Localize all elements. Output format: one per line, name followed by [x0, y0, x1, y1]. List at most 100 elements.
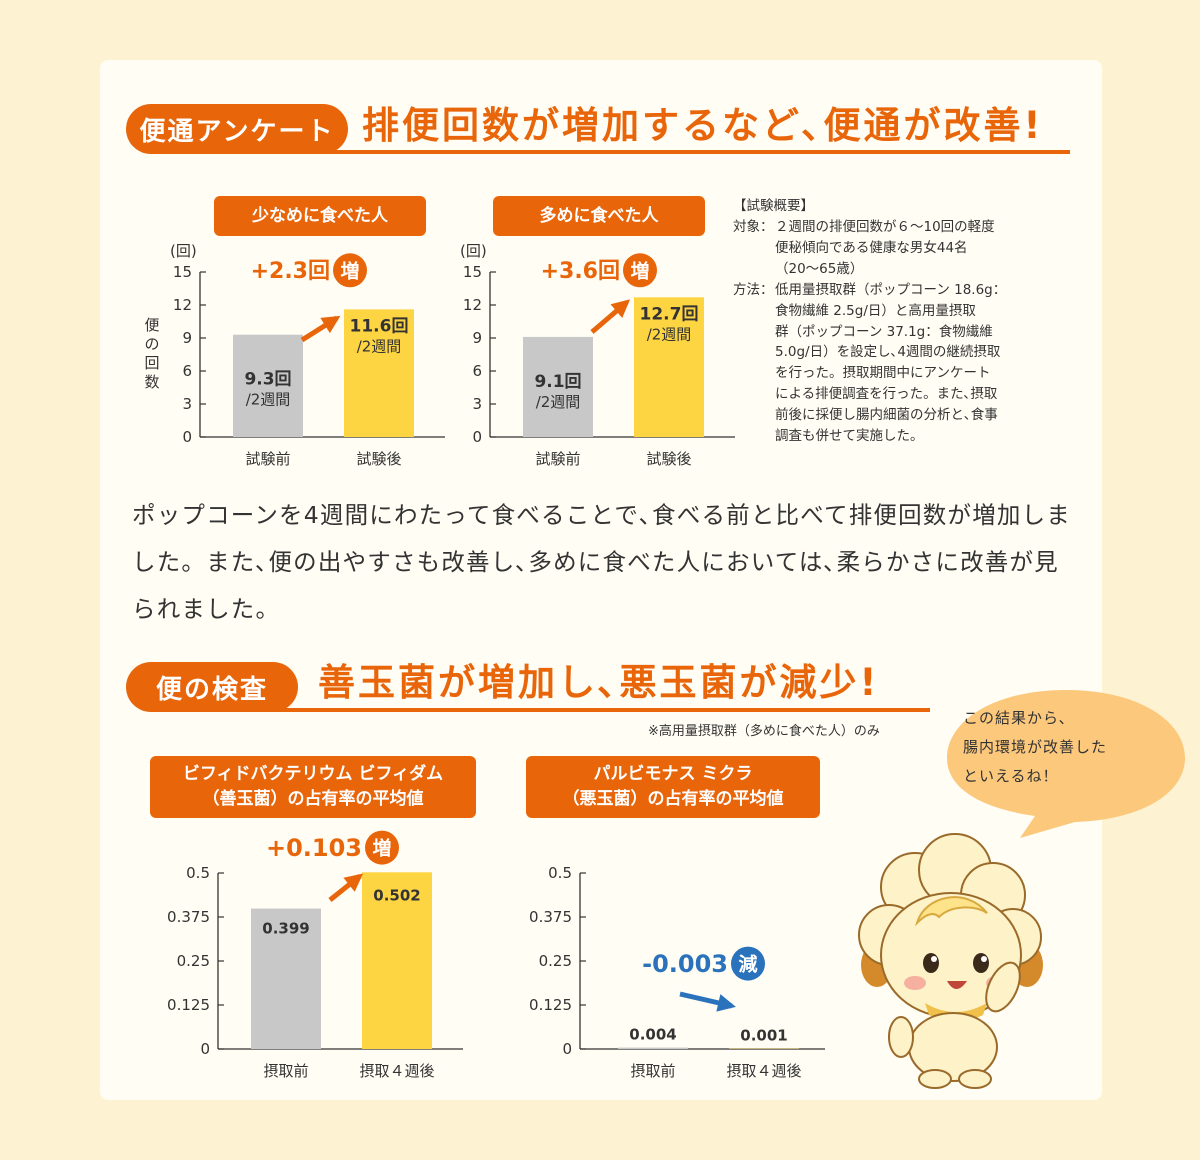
x-tick-label: 試験後 — [646, 450, 691, 468]
y-tick-label: 0.375 — [529, 908, 572, 926]
change-badge — [333, 253, 367, 288]
change-badge — [623, 253, 657, 288]
y-tick-label: 0.25 — [177, 952, 210, 970]
bar-before — [523, 336, 593, 437]
y-tick-label: 0.5 — [548, 864, 572, 882]
value-label: 0.502 — [373, 886, 420, 904]
value-label-unit: /2週間 — [536, 393, 581, 411]
x-tick-label: 摂取前 — [630, 1062, 675, 1080]
chart4-title-line: （悪玉菌）の占有率の平均値 — [562, 789, 784, 809]
y-tick-label: 0 — [562, 1040, 572, 1058]
summary-method-line: 調査も併せて実施した。 — [775, 428, 924, 445]
bubble-line: この結果から､ — [963, 709, 1068, 727]
value-label: 0.399 — [262, 920, 309, 938]
value-label: 9.1回 — [534, 372, 581, 392]
summary-method-key: 方法： — [733, 281, 774, 298]
section1-tag: 便通アンケート — [126, 104, 348, 154]
y-tick-label: 0.125 — [529, 996, 572, 1014]
result-description: ポップコーンを4週間にわたって食べることで､食べる前と比べて排便回数が増加しまし… — [132, 501, 1072, 623]
change-badge-label: 増 — [340, 259, 359, 282]
summary-method-line: による排便調査を行った。また､摂取 — [775, 386, 998, 403]
chart2-title: 多めに食べた人 — [493, 196, 705, 236]
chart3-title-line: （善玉菌）の占有率の平均値 — [202, 789, 424, 809]
trial-summary: 【試験概要】 対象： ２週間の排便回数が６～10回の軽度 便秘傾向である健康な男… — [733, 196, 1073, 447]
speech-bubble — [947, 690, 1185, 838]
bubble-line: 腸内環境が改善した — [963, 738, 1108, 756]
value-label-unit: /2週間 — [357, 337, 402, 355]
bubble-line: といえるね！ — [963, 767, 1059, 785]
x-tick-label: 試験前 — [245, 450, 290, 468]
chart3-title-line: ビフィドバクテリウム ビフィダム — [182, 764, 444, 785]
summary-method-line: を行った。摂取期間中にアンケート — [775, 365, 991, 382]
change-badge-label: 減 — [738, 953, 757, 976]
summary-target-line: ２週間の排便回数が６～10回の軽度 — [775, 218, 995, 235]
bubble-text: この結果から､ 腸内環境が改善した といえるね！ — [963, 704, 1183, 791]
chart3-title: ビフィドバクテリウム ビフィダム （善玉菌）の占有率の平均値 — [150, 756, 476, 818]
bar-before — [233, 334, 303, 437]
high-dose-note: ※高用量摂取群（多めに食べた人）のみ — [648, 724, 880, 739]
summary-method-line: 低用量摂取群（ポップコーン 18.6g： — [775, 281, 1007, 298]
summary-target-key: 対象： — [733, 218, 774, 235]
section2-rule — [160, 708, 930, 712]
change-value: +3.6回 — [541, 259, 620, 284]
change-value: +0.103 — [266, 834, 362, 862]
summary-method-line: 5.0g/日）を設定し､4週間の継続摂取 — [775, 344, 1001, 361]
popcorn-mascot — [858, 833, 1043, 1089]
y-tick-label: 6 — [182, 362, 192, 380]
chart4-title-line: パルビモナス ミクラ — [593, 764, 753, 785]
value-label: 0.004 — [629, 1026, 676, 1044]
y-tick-label: 9 — [472, 329, 482, 347]
y-tick-label: 0 — [472, 428, 482, 446]
chart4-svg: 0 0.125 0.25 0.375 0.5 摂取前 0.004 摂取４週後 0.001 -0.0… — [529, 864, 825, 1080]
value-label: 9.3回 — [244, 370, 291, 390]
chart3-svg: 0 0.125 0.25 0.375 0.5 摂取前 0.399 摂取４週後 0.502 +0.1… — [167, 830, 463, 1080]
y-axis-unit: (回) — [460, 242, 487, 260]
bar-before — [251, 908, 321, 1049]
section2-tag: 便の検査 — [126, 662, 298, 712]
y-tick-label: 0.5 — [186, 864, 210, 882]
section2-headline: 善玉菌が増加し､悪玉菌が減少! — [318, 661, 880, 704]
y-tick-label: 3 — [182, 395, 192, 413]
y-axis-title: 便の回数 — [144, 316, 160, 391]
section1-rule — [160, 150, 1070, 154]
arrow-head — [716, 994, 736, 1012]
x-tick-label: 摂取前 — [263, 1062, 308, 1080]
section1-headline: 排便回数が増加するなど､便通が改善! — [362, 104, 1044, 147]
change-value: +2.3回 — [251, 259, 330, 284]
value-label: 12.7回 — [640, 304, 699, 324]
summary-method-line: 食物繊維 2.5g/日）と高用量摂取 — [775, 302, 976, 319]
chart2-svg: (回) 0 3 6 9 12 15 試験前 9.1回/2週間試験後 12.7回/2週間 +3.6回増 — [460, 242, 735, 468]
bar-after — [634, 297, 704, 437]
arrow-head — [610, 299, 631, 318]
y-tick-label: 12 — [173, 296, 192, 314]
change-badge — [731, 946, 765, 981]
arrow-head — [343, 873, 364, 892]
summary-title: 【試験概要】 — [733, 198, 814, 214]
change-value: -0.003 — [642, 950, 728, 978]
mascot-body — [888, 961, 1021, 1089]
y-tick-label: 15 — [463, 263, 482, 281]
chart1-svg: (回) 0 3 6 9 12 15 試験前 9.3回/2週間試験後 11.6回/2週間 +2.3回増 — [170, 242, 445, 468]
speech-bubble-shape — [947, 690, 1185, 838]
x-tick-label: 摂取４週後 — [359, 1062, 434, 1080]
value-label: 11.6回 — [350, 316, 409, 336]
change-badge-label: 増 — [630, 259, 649, 282]
bar-after — [344, 309, 414, 437]
chart1-title: 少なめに食べた人 — [214, 196, 426, 236]
y-tick-label: 0.125 — [167, 996, 210, 1014]
y-tick-label: 6 — [472, 362, 482, 380]
change-badge — [365, 830, 399, 865]
change-badge-label: 増 — [372, 837, 391, 860]
y-tick-label: 9 — [182, 329, 192, 347]
bar-after — [362, 872, 432, 1049]
value-label-unit: /2週間 — [246, 391, 291, 409]
y-axis-unit: (回) — [170, 242, 197, 260]
summary-method-line: 群（ポップコーン 37.1g：食物繊維 — [775, 323, 993, 340]
summary-method-line: 前後に採便し腸内細菌の分析と､食事 — [775, 407, 998, 424]
summary-target-line: 便秘傾向である健康な男女44名 — [775, 239, 968, 256]
arrow-head — [320, 315, 341, 334]
y-tick-label: 0 — [182, 428, 192, 446]
mascot-hair — [914, 896, 988, 927]
y-tick-label: 0 — [200, 1040, 210, 1058]
value-label-unit: /2週間 — [647, 325, 692, 343]
